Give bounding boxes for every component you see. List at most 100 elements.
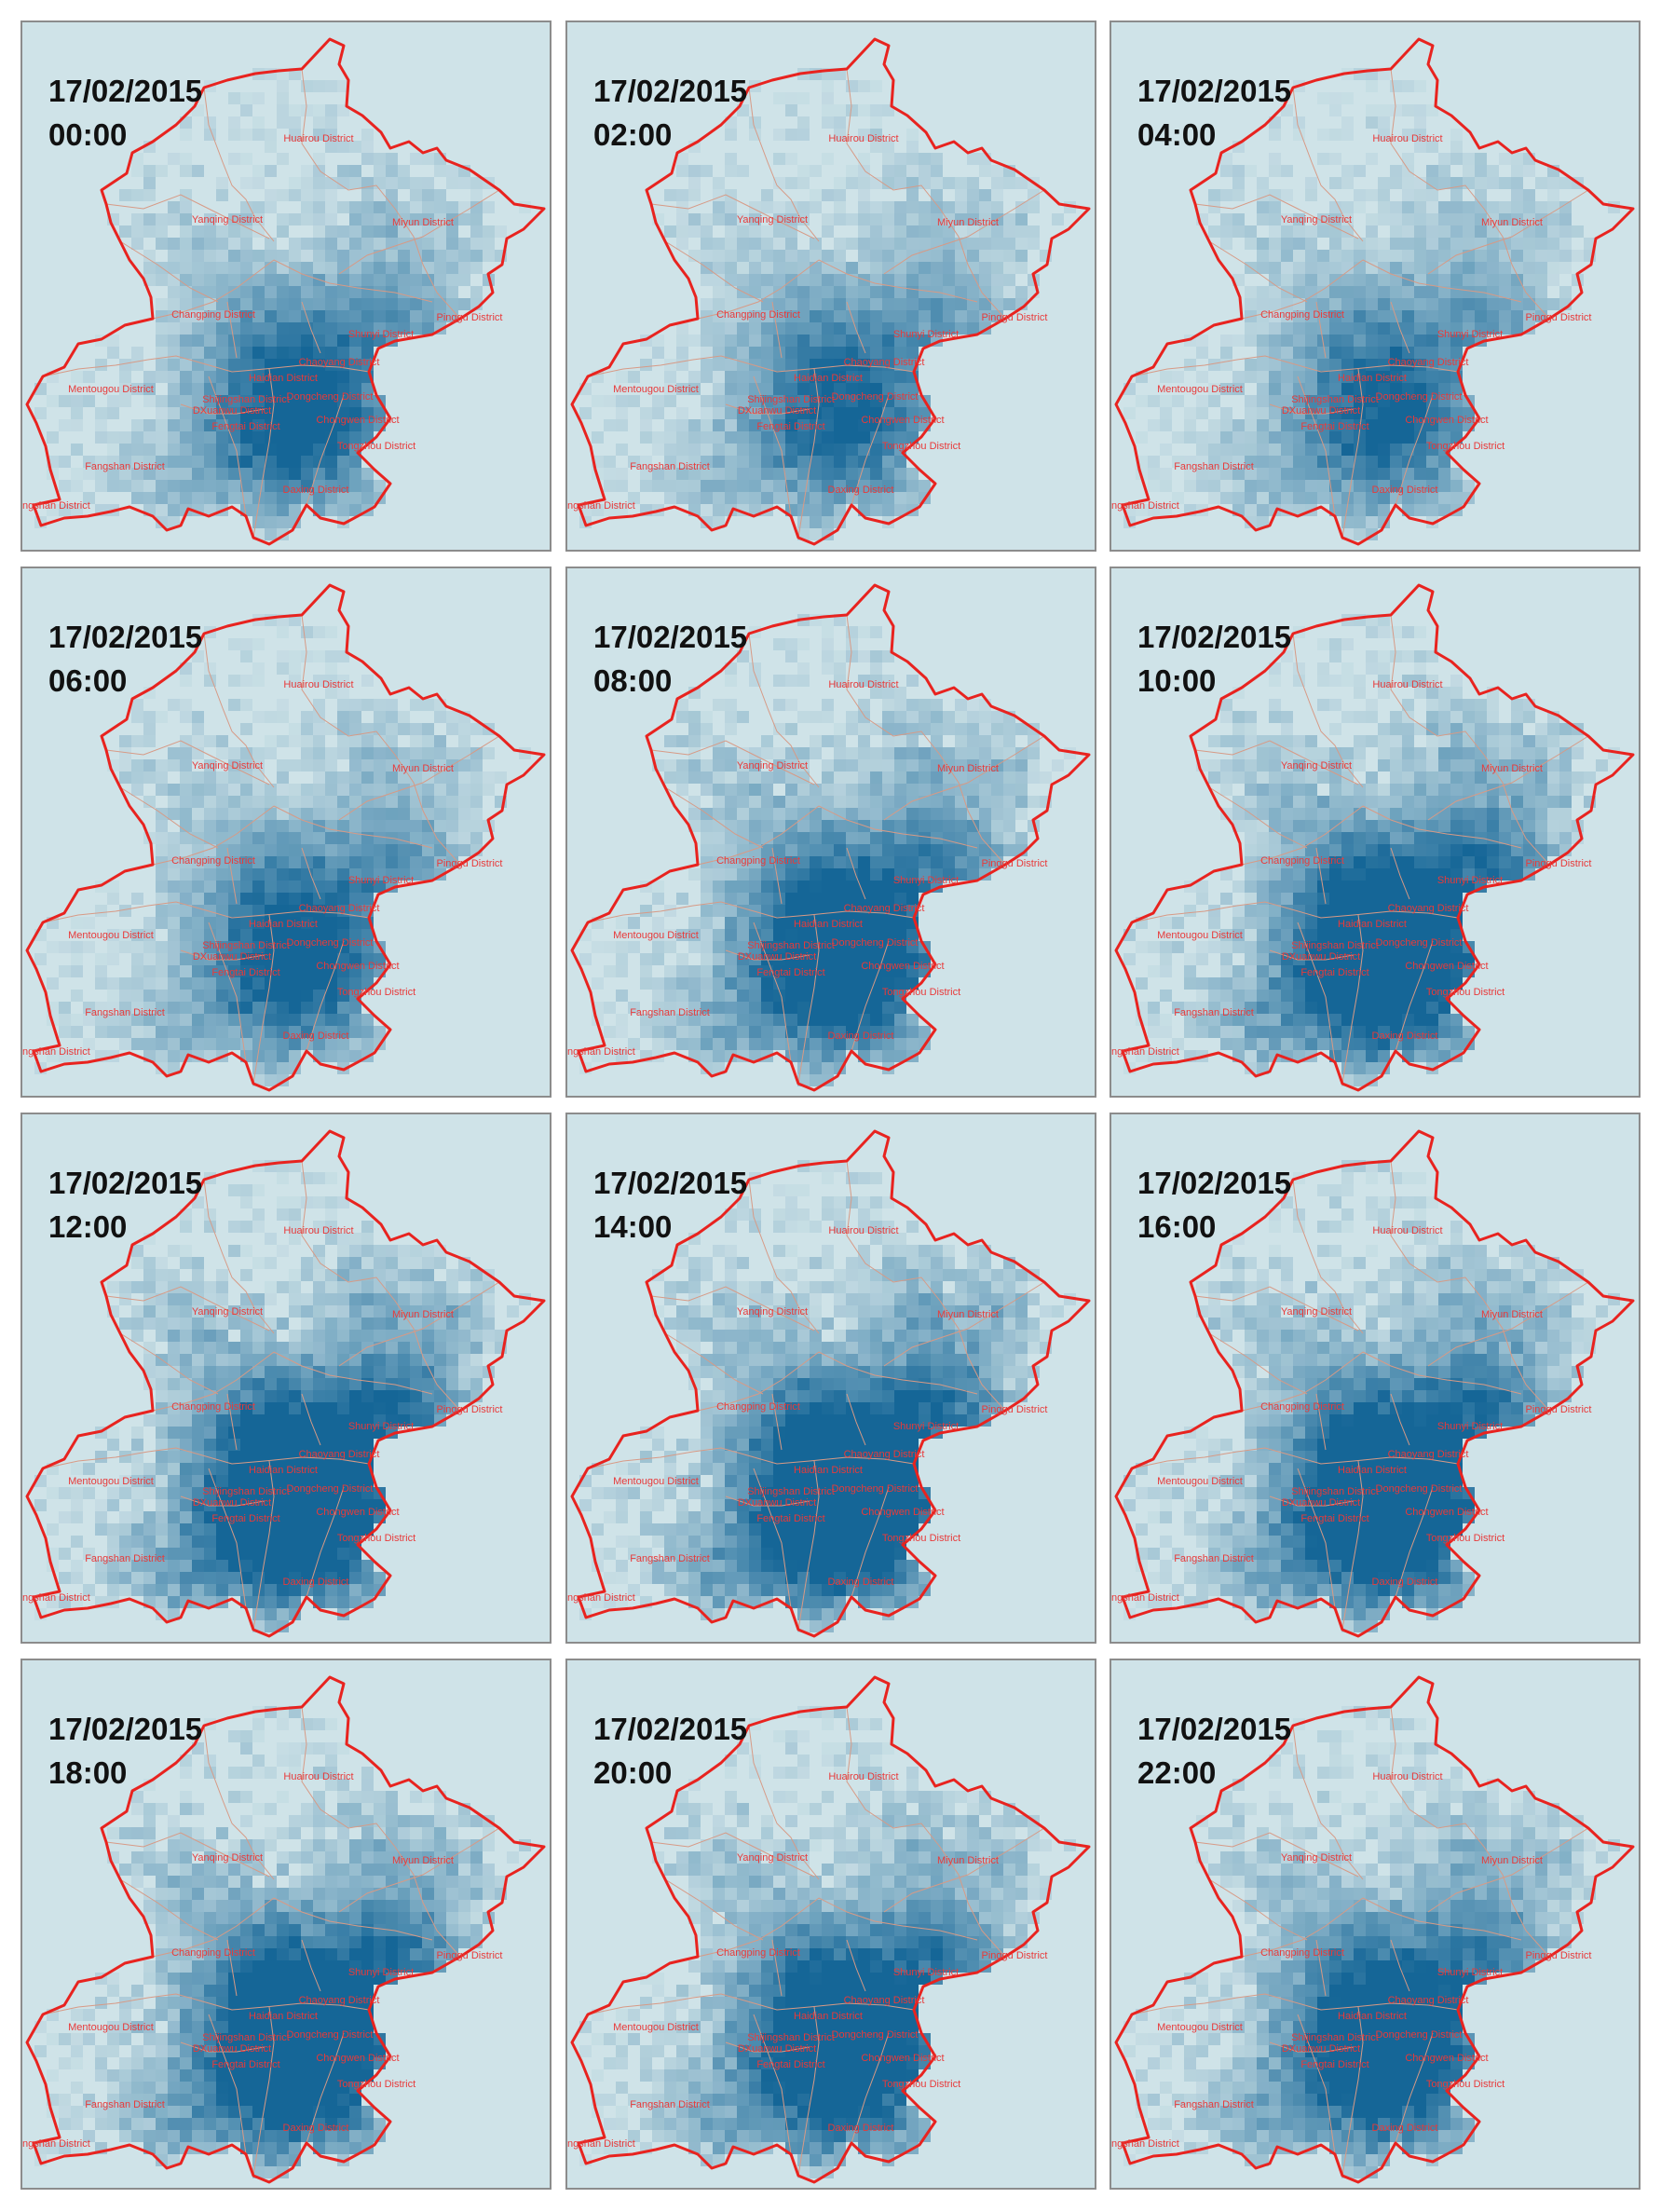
density-cell	[785, 322, 797, 335]
density-cell	[119, 977, 131, 990]
density-cell	[1269, 784, 1281, 796]
density-cell	[156, 213, 168, 225]
density-cell	[1269, 189, 1281, 201]
density-cell	[204, 893, 216, 905]
density-cell	[1354, 868, 1366, 881]
density-cell	[1438, 844, 1450, 856]
density-cell	[289, 808, 301, 820]
density-cell	[301, 650, 313, 662]
density-cell	[240, 1245, 252, 1257]
density-cell	[1378, 347, 1390, 359]
density-cell	[1196, 1026, 1208, 1038]
density-cell	[168, 747, 180, 759]
density-cell	[1426, 990, 1438, 1002]
density-cell	[1414, 359, 1426, 371]
density-cell	[785, 929, 797, 941]
district-boundary-line	[664, 240, 764, 303]
density-cell	[1475, 250, 1487, 262]
density-cell	[967, 189, 979, 201]
density-cell	[434, 1257, 446, 1269]
density-cell	[797, 856, 810, 868]
density-cell	[228, 1038, 240, 1050]
density-cell	[1426, 335, 1438, 347]
density-cell	[361, 1038, 374, 1050]
density-cell	[1257, 771, 1269, 784]
density-cell	[1317, 359, 1329, 371]
density-cell	[955, 274, 967, 286]
density-cell	[810, 322, 822, 335]
density-cell	[1414, 662, 1426, 675]
density-cell	[252, 383, 265, 395]
density-cell	[882, 1038, 894, 1050]
density-cell	[1535, 201, 1547, 213]
density-cell	[785, 832, 797, 844]
density-cell	[1438, 274, 1450, 286]
density-cell	[906, 286, 919, 298]
density-cell	[1220, 771, 1232, 784]
density-cell	[1245, 747, 1257, 759]
density-cell	[71, 407, 83, 419]
density-cell	[737, 431, 749, 444]
density-cell	[822, 929, 834, 941]
density-cell	[1414, 322, 1426, 335]
density-cell	[919, 747, 931, 759]
density-cell	[846, 1014, 858, 1026]
density-cell	[713, 444, 725, 456]
density-cell	[349, 504, 361, 516]
density-cell	[349, 431, 361, 444]
density-cell	[349, 213, 361, 225]
density-cell	[810, 614, 822, 626]
density-cell	[265, 262, 277, 274]
density-cell	[1148, 1002, 1160, 1014]
density-cell	[894, 917, 906, 929]
density-cell	[1160, 990, 1172, 1002]
density-cell	[1341, 1026, 1354, 1038]
density-cell	[1378, 881, 1390, 893]
district-label: Miyun District	[392, 217, 454, 228]
density-cell	[240, 431, 252, 444]
density-cell	[277, 468, 289, 480]
district-boundary-line	[180, 403, 265, 415]
density-cell	[1196, 444, 1208, 456]
district-label: Yanqing District	[1281, 214, 1352, 225]
density-cell	[337, 456, 349, 468]
density-cell	[1450, 274, 1463, 286]
density-cell	[773, 1038, 785, 1050]
density-cell	[1269, 310, 1281, 322]
density-cell	[1341, 917, 1354, 929]
density-cell	[1245, 468, 1257, 480]
density-cell	[1438, 856, 1450, 868]
density-cell	[1378, 1026, 1390, 1038]
density-cell	[822, 977, 834, 990]
density-cell	[1281, 990, 1293, 1002]
density-cell	[1305, 310, 1317, 322]
density-cell	[773, 723, 785, 735]
density-cell	[1402, 626, 1414, 638]
density-cell	[361, 1014, 374, 1026]
density-cell	[398, 250, 410, 262]
density-cell	[701, 1014, 713, 1026]
density-cell	[749, 662, 761, 675]
density-cell	[1402, 747, 1414, 759]
density-cell	[240, 929, 252, 941]
density-cell	[955, 747, 967, 759]
density-cell	[725, 868, 737, 881]
density-cell	[313, 129, 325, 141]
density-cell	[1475, 177, 1487, 189]
density-cell	[906, 941, 919, 953]
density-cell	[1015, 784, 1028, 796]
density-cell	[289, 395, 301, 407]
density-cell	[1366, 516, 1378, 528]
density-cell	[192, 262, 204, 274]
district-label: Miyun District	[937, 763, 999, 774]
density-cell	[725, 1050, 737, 1062]
density-cell	[1329, 1026, 1341, 1038]
density-cell	[1317, 771, 1329, 784]
density-cell	[1547, 820, 1559, 832]
density-cell	[1329, 92, 1341, 104]
density-cell	[688, 213, 701, 225]
density-cell	[652, 1014, 664, 1026]
density-cell	[1354, 286, 1366, 298]
density-cell	[906, 796, 919, 808]
density-cell	[1317, 92, 1329, 104]
